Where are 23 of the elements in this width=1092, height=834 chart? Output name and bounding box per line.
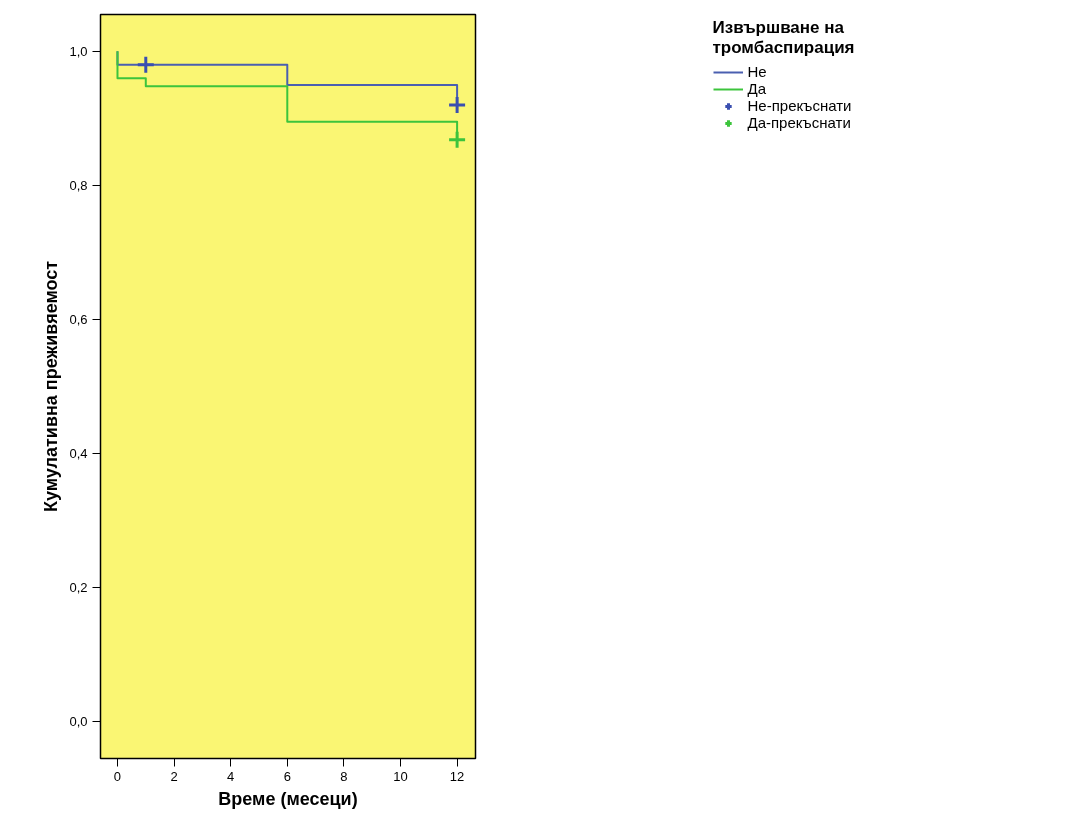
x-tick-label: 0 (113, 768, 122, 784)
y-tick-label: 0,8 (69, 177, 88, 193)
legend-label: Да-прекъснати (747, 114, 851, 131)
y-tick-label: 0,6 (69, 311, 88, 327)
x-tick-label: 4 (227, 768, 235, 784)
point (136, 55, 156, 75)
point (447, 130, 467, 150)
legend-label: Да (747, 80, 767, 97)
x-tick-label: 12 (449, 768, 465, 784)
legend-label: Не-прекъснати (747, 97, 852, 114)
y-axis-title: Кумулативна преживяемост (41, 260, 62, 513)
x-tick-label: 8 (340, 768, 348, 784)
x-tick-label: 6 (283, 768, 291, 784)
y-tick-label: 1,0 (69, 43, 88, 59)
y-tick-label: 0,2 (69, 580, 88, 596)
x-tick-label: 10 (393, 768, 408, 784)
point (447, 95, 467, 115)
y-tick-label: 0,0 (69, 714, 88, 730)
x-tick-label: 2 (170, 768, 178, 784)
x-axis-title: Време (месеци) (218, 788, 358, 809)
legend-title: Извършване на тромбаспирация (712, 18, 855, 58)
legend-label: Не (747, 63, 768, 80)
y-tick-label: 0,4 (69, 446, 88, 462)
